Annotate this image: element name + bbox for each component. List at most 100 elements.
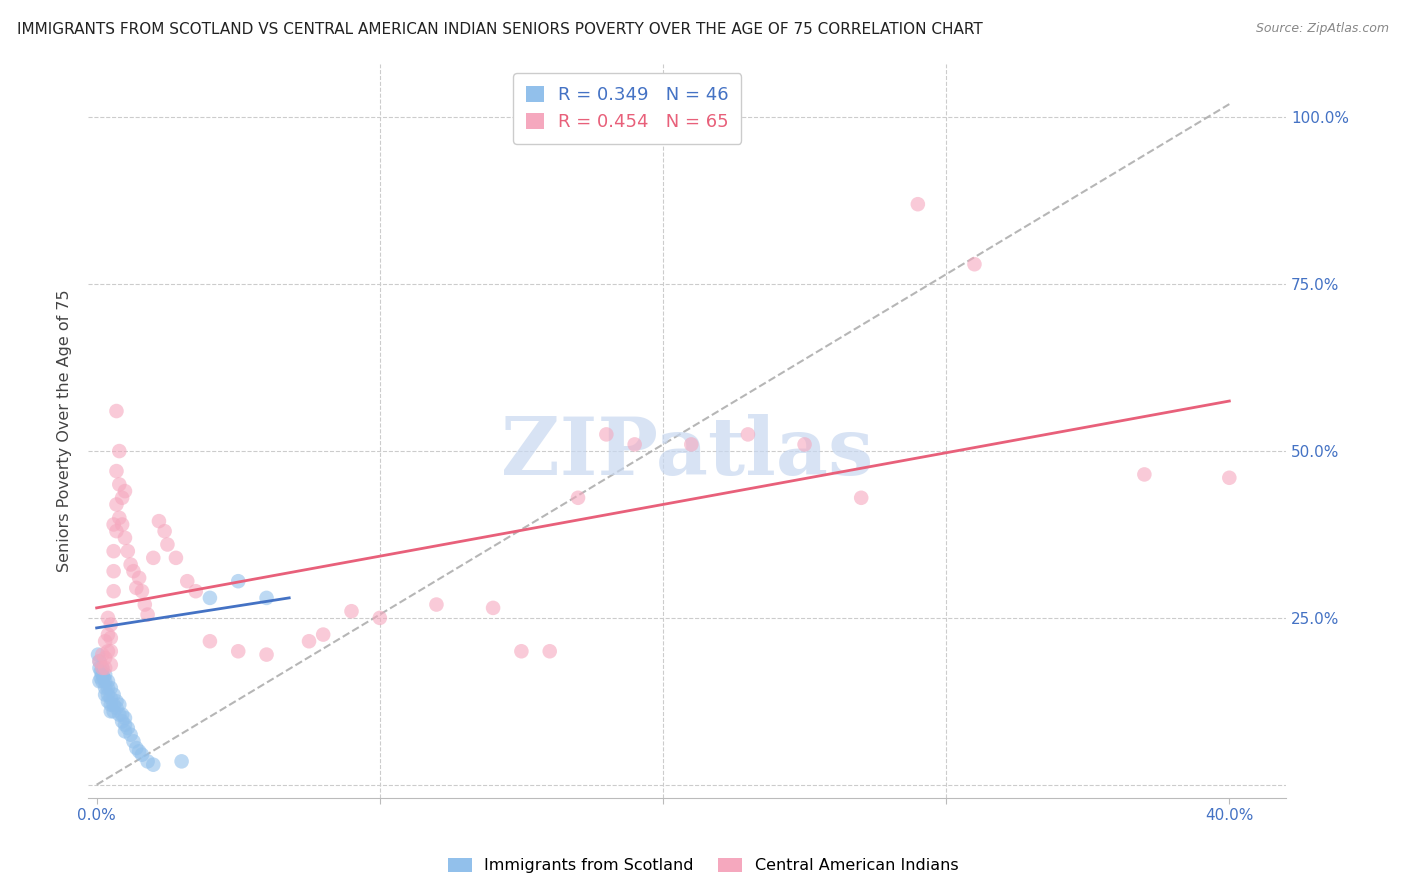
Point xyxy=(108,511,131,525)
Point xyxy=(114,711,136,725)
Point xyxy=(90,665,112,679)
Point xyxy=(91,667,114,681)
Point xyxy=(105,464,128,478)
Point xyxy=(97,674,120,689)
Point xyxy=(103,544,125,558)
Point xyxy=(108,707,131,722)
Point xyxy=(87,648,110,662)
Point xyxy=(226,644,249,658)
Point xyxy=(105,701,128,715)
Point xyxy=(105,498,128,512)
Point xyxy=(94,634,117,648)
Point xyxy=(122,564,145,578)
Point xyxy=(111,491,134,505)
Point xyxy=(256,591,278,605)
Point xyxy=(153,524,176,538)
Point xyxy=(1218,471,1240,485)
Point xyxy=(737,427,759,442)
Point xyxy=(103,584,125,599)
Point xyxy=(89,661,111,675)
Point xyxy=(94,651,117,665)
Point xyxy=(184,584,207,599)
Point xyxy=(100,698,122,712)
Point xyxy=(165,550,187,565)
Point xyxy=(97,611,120,625)
Point xyxy=(368,611,391,625)
Point xyxy=(105,524,128,538)
Point xyxy=(94,674,117,689)
Point xyxy=(97,694,120,708)
Point xyxy=(136,755,159,769)
Point xyxy=(111,714,134,729)
Text: ZIPatlas: ZIPatlas xyxy=(501,414,873,492)
Point xyxy=(100,690,122,705)
Point xyxy=(97,644,120,658)
Point xyxy=(482,600,505,615)
Point xyxy=(1133,467,1156,482)
Point xyxy=(89,654,111,668)
Point xyxy=(105,404,128,418)
Point xyxy=(120,728,142,742)
Legend: Immigrants from Scotland, Central American Indians: Immigrants from Scotland, Central Americ… xyxy=(441,851,965,880)
Point xyxy=(100,644,122,658)
Point xyxy=(91,674,114,689)
Point xyxy=(94,667,117,681)
Point xyxy=(117,721,139,735)
Point xyxy=(538,644,561,658)
Point xyxy=(510,644,533,658)
Point xyxy=(105,694,128,708)
Point xyxy=(100,681,122,695)
Point xyxy=(97,627,120,641)
Point xyxy=(91,661,114,675)
Point xyxy=(226,574,249,589)
Y-axis label: Seniors Poverty Over the Age of 75: Seniors Poverty Over the Age of 75 xyxy=(58,290,72,573)
Point xyxy=(142,757,165,772)
Point xyxy=(100,631,122,645)
Point xyxy=(198,634,221,648)
Point xyxy=(198,591,221,605)
Point xyxy=(111,707,134,722)
Point xyxy=(100,617,122,632)
Point xyxy=(94,688,117,702)
Point xyxy=(114,531,136,545)
Point xyxy=(103,704,125,718)
Text: Source: ZipAtlas.com: Source: ZipAtlas.com xyxy=(1256,22,1389,36)
Point xyxy=(114,484,136,499)
Point xyxy=(136,607,159,622)
Point xyxy=(94,661,117,675)
Point xyxy=(97,688,120,702)
Point xyxy=(125,581,148,595)
Point xyxy=(120,558,142,572)
Point xyxy=(567,491,589,505)
Point xyxy=(93,671,115,685)
Point xyxy=(125,741,148,756)
Point xyxy=(103,517,125,532)
Point xyxy=(131,584,153,599)
Point xyxy=(91,648,114,662)
Point xyxy=(111,517,134,532)
Point xyxy=(256,648,278,662)
Point xyxy=(425,598,447,612)
Point xyxy=(128,571,150,585)
Point xyxy=(103,564,125,578)
Point xyxy=(156,537,179,551)
Point xyxy=(90,671,112,685)
Point xyxy=(97,681,120,695)
Point xyxy=(170,755,193,769)
Point xyxy=(94,681,117,695)
Point xyxy=(595,427,617,442)
Text: IMMIGRANTS FROM SCOTLAND VS CENTRAL AMERICAN INDIAN SENIORS POVERTY OVER THE AGE: IMMIGRANTS FROM SCOTLAND VS CENTRAL AMER… xyxy=(17,22,983,37)
Point xyxy=(89,654,111,668)
Point xyxy=(108,477,131,491)
Point xyxy=(122,734,145,748)
Point xyxy=(117,544,139,558)
Point xyxy=(108,444,131,458)
Point xyxy=(108,698,131,712)
Point xyxy=(100,657,122,672)
Point xyxy=(907,197,929,211)
Point xyxy=(851,491,873,505)
Point xyxy=(793,437,815,451)
Point xyxy=(103,698,125,712)
Point xyxy=(312,627,335,641)
Point xyxy=(134,598,156,612)
